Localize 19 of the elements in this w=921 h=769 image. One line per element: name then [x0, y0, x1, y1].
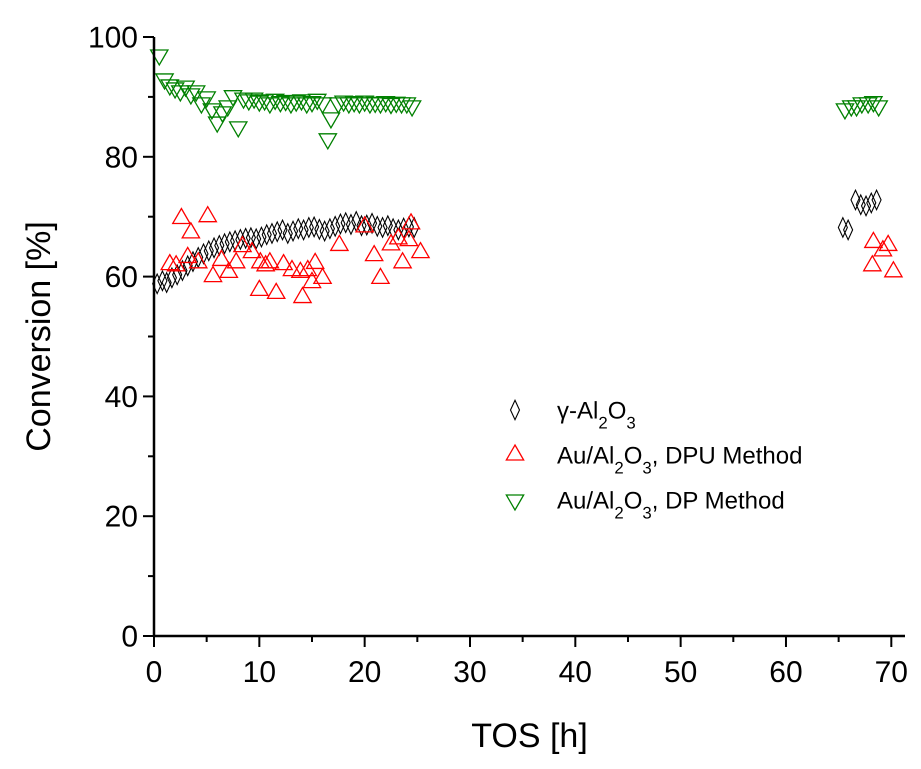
- x-tick-label: 40: [558, 656, 592, 689]
- legend-label: γ-Al$_{2}$O$_{3}$: [557, 397, 636, 432]
- x-tick-label: 70: [874, 656, 908, 689]
- x-axis-title: TOS [h]: [471, 717, 588, 755]
- legend-label: Au/Al$_{2}$O$_{3}$, DPU Method: [557, 442, 802, 477]
- y-tick-label: 80: [104, 141, 138, 174]
- x-tick-label: 30: [453, 656, 487, 689]
- x-tick-label: 60: [769, 656, 803, 689]
- legend-label: Au/Al$_{2}$O$_{3}$, DP Method: [557, 487, 785, 522]
- x-tick-label: 10: [242, 656, 276, 689]
- y-tick-label: 40: [104, 380, 138, 414]
- y-tick-label: 60: [104, 261, 138, 294]
- y-tick-label: 0: [121, 620, 138, 654]
- x-tick-label: 20: [348, 656, 382, 689]
- y-tick-label: 20: [104, 500, 138, 534]
- x-tick-label: 0: [146, 656, 162, 689]
- y-axis-title: Conversion [%]: [20, 221, 58, 452]
- y-tick-label: 100: [88, 22, 138, 54]
- x-tick-label: 50: [664, 656, 698, 689]
